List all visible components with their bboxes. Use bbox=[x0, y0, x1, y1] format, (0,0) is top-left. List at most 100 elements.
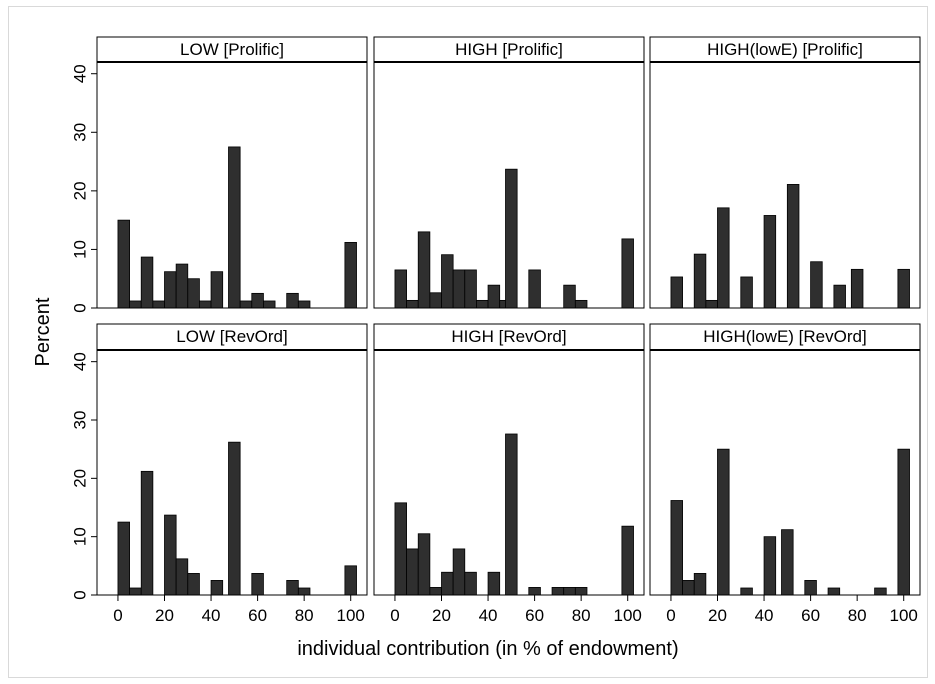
histogram-bar bbox=[621, 238, 634, 309]
histogram-bar bbox=[129, 587, 142, 596]
y-axis-label: Percent bbox=[32, 297, 54, 366]
histogram-bar bbox=[140, 256, 154, 309]
x-tick-label: 20 bbox=[155, 606, 174, 625]
histogram-bar bbox=[406, 299, 419, 309]
histogram-bar bbox=[717, 207, 730, 309]
histogram-bar bbox=[574, 299, 588, 309]
histogram-bar bbox=[406, 548, 419, 596]
histogram-bar bbox=[263, 300, 276, 309]
histogram-bar bbox=[693, 573, 707, 596]
histogram-bar bbox=[429, 292, 442, 309]
x-tick-label: 0 bbox=[390, 606, 399, 625]
histogram-bar bbox=[152, 300, 165, 309]
histogram-bar bbox=[574, 587, 588, 596]
histogram-bar bbox=[487, 284, 501, 309]
histogram-bar bbox=[452, 548, 466, 596]
histogram-bar bbox=[297, 587, 311, 596]
y-tick-label: 30 bbox=[70, 411, 89, 430]
histogram-bar bbox=[417, 231, 431, 309]
histogram-bar bbox=[187, 278, 200, 309]
histogram-bar bbox=[850, 268, 864, 309]
histogram-bar bbox=[140, 470, 154, 596]
panel-title: HIGH [Prolific] bbox=[455, 40, 563, 59]
histogram-bar bbox=[452, 269, 466, 309]
x-tick-label: 20 bbox=[708, 606, 727, 625]
histogram-bar bbox=[187, 573, 200, 596]
panel-5: HIGH [RevOrd] 0 20 40 60 80 100 bbox=[373, 323, 645, 625]
histogram-bar bbox=[476, 299, 489, 309]
x-tick-label: 20 bbox=[432, 606, 451, 625]
y-tick-label: 0 bbox=[70, 590, 89, 599]
histogram-bar bbox=[505, 433, 518, 596]
panel-title: HIGH(lowE) [RevOrd] bbox=[703, 327, 866, 346]
histogram-bar bbox=[228, 441, 241, 596]
histogram-bar bbox=[429, 587, 442, 596]
histogram-bar bbox=[528, 587, 541, 596]
x-tick-label: 60 bbox=[801, 606, 820, 625]
histogram-bar bbox=[763, 215, 777, 309]
histogram-bar bbox=[528, 269, 541, 309]
x-tick-label: 0 bbox=[666, 606, 675, 625]
histogram-bar bbox=[897, 268, 910, 309]
histogram-bar bbox=[705, 299, 718, 309]
histogram-bar bbox=[175, 558, 189, 596]
histogram-bar bbox=[897, 448, 910, 596]
histogram-bar bbox=[251, 292, 264, 309]
y-tick-label: 20 bbox=[70, 181, 89, 200]
panel-title: LOW [RevOrd] bbox=[176, 327, 287, 346]
histogram-bar bbox=[563, 284, 576, 309]
x-tick-label: 100 bbox=[337, 606, 365, 625]
histogram-bar bbox=[417, 533, 431, 596]
histogram-bar bbox=[394, 502, 407, 596]
panel-1: LOW [Prolific] 0 10 20 30 40 bbox=[70, 36, 368, 313]
histogram-bar bbox=[164, 514, 177, 596]
histogram-bar bbox=[210, 580, 224, 596]
y-tick-label: 20 bbox=[70, 469, 89, 488]
histogram-bar bbox=[129, 300, 142, 309]
y-tick-label: 0 bbox=[70, 303, 89, 312]
panels-group: LOW [Prolific] 0 10 20 30 40 HIGH [Prolific] HI… bbox=[70, 36, 921, 625]
panel-title: HIGH(lowE) [Prolific] bbox=[707, 40, 863, 59]
histogram-bar bbox=[682, 580, 695, 596]
histogram-bar bbox=[210, 271, 224, 309]
panel-2: HIGH [Prolific] bbox=[373, 36, 645, 309]
x-tick-label: 100 bbox=[614, 606, 642, 625]
histogram-bar bbox=[670, 500, 683, 596]
histogram-bar bbox=[286, 292, 299, 309]
histogram-bar bbox=[717, 448, 730, 596]
histogram-bar bbox=[827, 587, 841, 596]
y-tick-label: 30 bbox=[70, 123, 89, 142]
x-tick-label: 80 bbox=[848, 606, 867, 625]
histogram-bar bbox=[297, 300, 311, 309]
x-tick-label: 40 bbox=[755, 606, 774, 625]
panel-header bbox=[373, 323, 645, 351]
histogram-bar bbox=[833, 284, 846, 309]
panel-title: HIGH [RevOrd] bbox=[451, 327, 566, 346]
histogram-bar bbox=[786, 184, 800, 309]
histogram-bar bbox=[563, 587, 576, 596]
histogram-bar bbox=[874, 587, 887, 596]
histogram-bar bbox=[117, 219, 130, 309]
histogram-bar bbox=[670, 276, 683, 309]
plot-frame bbox=[649, 61, 921, 309]
panel-header bbox=[649, 36, 921, 63]
histogram-bar bbox=[763, 536, 777, 596]
histogram-bar bbox=[286, 580, 299, 596]
histogram-bar bbox=[693, 253, 707, 309]
histogram-bar bbox=[344, 565, 357, 596]
histogram-bar bbox=[441, 571, 454, 596]
histogram-bar bbox=[441, 254, 454, 309]
x-tick-label: 80 bbox=[295, 606, 314, 625]
histogram-bar bbox=[199, 300, 212, 309]
panel-header bbox=[96, 323, 368, 351]
panel-3: HIGH(lowE) [Prolific] bbox=[649, 36, 921, 309]
histogram-bar bbox=[781, 529, 794, 596]
histogram-bar bbox=[464, 571, 477, 596]
histogram-bar bbox=[228, 146, 241, 309]
y-tick-label: 40 bbox=[70, 352, 89, 371]
y-tick-label: 10 bbox=[70, 527, 89, 546]
panel-4: LOW [RevOrd] 0 10 20 30 40 0 20 40 60 80 100 bbox=[70, 323, 368, 625]
x-tick-label: 60 bbox=[525, 606, 544, 625]
panel-6: HIGH(lowE) [RevOrd] 0 20 40 60 80 100 bbox=[649, 323, 921, 625]
